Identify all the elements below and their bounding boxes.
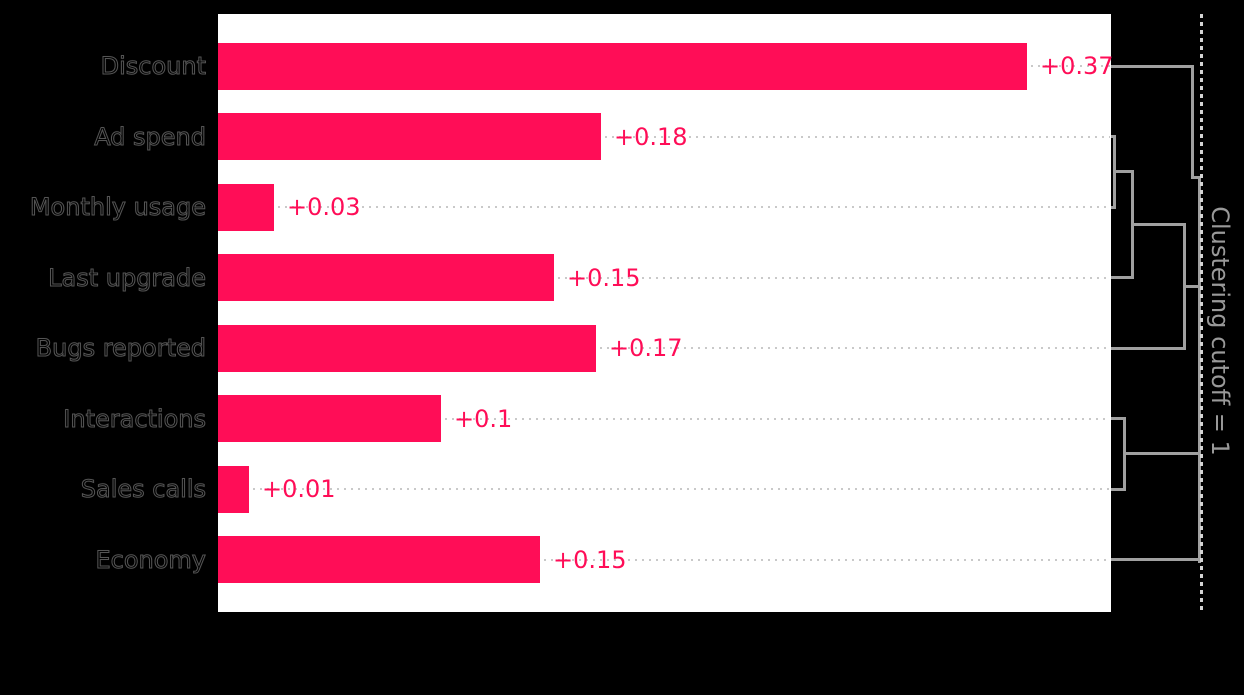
y-tick-label: Discount — [100, 52, 206, 81]
bar-value-label: +0.15 — [567, 263, 641, 292]
y-tick-label: Last upgrade — [48, 263, 207, 292]
row-leader-dotted-line — [1031, 65, 1110, 67]
dendrogram-segment — [1111, 417, 1124, 420]
y-tick-label: Bugs reported — [35, 334, 206, 363]
shap-value-bar — [218, 183, 274, 231]
shap-value-bar — [218, 42, 1027, 90]
dendrogram-segment — [1111, 487, 1124, 491]
y-tick-label: Monthly usage — [29, 193, 206, 222]
row-leader-dotted-line — [605, 135, 1110, 138]
y-tick-label: Ad spend — [94, 122, 207, 151]
dendrogram-segment — [1111, 276, 1132, 279]
bar-value-label: +0.15 — [553, 545, 627, 574]
y-tick-label: Interactions — [63, 404, 207, 433]
y-tick-label: Sales calls — [80, 475, 206, 504]
bar-value-label: +0.03 — [287, 193, 361, 221]
row-leader-dotted-line — [600, 347, 1110, 349]
dendrogram-segment — [1111, 558, 1200, 561]
plot-area — [218, 14, 1111, 612]
y-tick-label: Economy — [95, 545, 207, 574]
bar-value-label: +0.37 — [1040, 52, 1114, 80]
shap-value-bar — [218, 324, 596, 372]
row-leader-dotted-line — [253, 488, 1110, 490]
bar-value-label: +0.18 — [614, 122, 688, 151]
dendrogram-segment — [1132, 223, 1184, 226]
shap-value-bar — [218, 395, 441, 442]
dendrogram-segment — [1111, 346, 1184, 350]
shap-value-bar — [218, 536, 540, 583]
shap-value-bar — [218, 254, 554, 301]
row-leader-dotted-line — [558, 276, 1110, 279]
shap-value-bar — [218, 113, 601, 160]
dendrogram-segment — [1197, 175, 1201, 563]
row-leader-dotted-line — [278, 206, 1110, 208]
clustering-cutoff-label: Clustering cutoff = 1 — [1206, 206, 1234, 456]
dendrogram-segment — [1184, 284, 1199, 288]
dendrogram-segment — [1114, 170, 1132, 174]
row-leader-dotted-line — [544, 558, 1110, 561]
dendrogram-segment — [1190, 64, 1194, 179]
dendrogram-segment — [1124, 452, 1199, 456]
clustering-cutoff-line — [1200, 14, 1203, 612]
bar-value-label: +0.01 — [262, 475, 336, 503]
dendrogram-segment — [1111, 64, 1192, 68]
row-leader-dotted-line — [445, 417, 1110, 420]
bar-value-label: +0.17 — [609, 334, 683, 362]
bar-value-label: +0.1 — [454, 404, 513, 433]
shap-value-bar — [218, 465, 249, 513]
dendrogram-segment — [1192, 175, 1199, 179]
